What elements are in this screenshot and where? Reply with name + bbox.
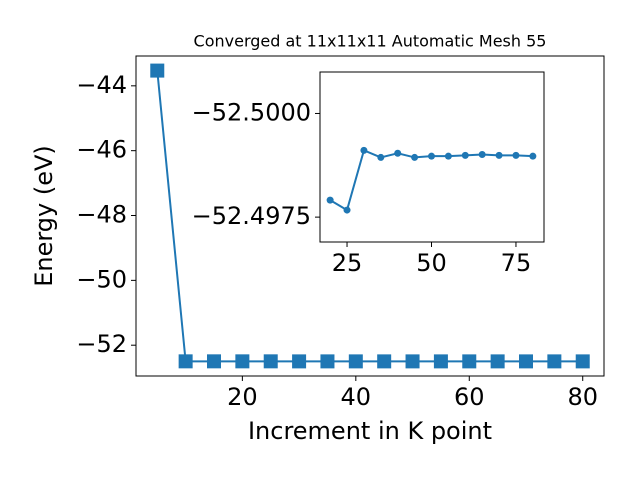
marker	[150, 63, 165, 78]
marker	[343, 206, 351, 214]
marker	[394, 149, 402, 157]
marker	[207, 354, 221, 369]
marker	[348, 354, 363, 369]
marker	[411, 153, 419, 161]
y-tick-label: −44	[76, 71, 127, 99]
x-tick-label: 60	[454, 383, 485, 411]
line	[156, 70, 583, 363]
x-tick-label: 80	[567, 383, 598, 411]
marker	[433, 354, 448, 369]
marker	[360, 146, 368, 154]
marker	[490, 354, 505, 369]
chart-title: Converged at 11x11x11 Automatic Mesh 55	[194, 32, 547, 51]
marker	[178, 354, 193, 369]
marker	[292, 354, 307, 369]
marker	[529, 152, 537, 160]
marker	[320, 354, 335, 369]
x-tick-label: 25	[332, 249, 363, 277]
marker	[263, 354, 278, 369]
marker	[427, 152, 435, 160]
y-tick-label: −46	[76, 136, 127, 164]
marker	[462, 354, 477, 369]
y-axis-label: Energy (eV)	[30, 145, 58, 287]
y-tick-label: −52	[76, 330, 127, 358]
marker	[377, 354, 392, 369]
y-tick-label: −52.4975	[192, 202, 311, 230]
marker	[495, 151, 503, 159]
y-tick-label: −50	[76, 265, 127, 293]
y-tick-label: −48	[76, 201, 127, 229]
marker	[444, 152, 452, 160]
marker	[547, 354, 562, 369]
x-tick-label: 40	[341, 383, 372, 411]
marker	[519, 354, 533, 369]
x-axis-label: Increment in K point	[248, 417, 492, 445]
marker	[377, 153, 385, 161]
marker	[478, 151, 486, 159]
marker	[405, 354, 420, 369]
marker	[326, 196, 334, 204]
x-tick-label: 50	[416, 249, 447, 277]
marker	[575, 354, 590, 369]
x-tick-label: 75	[501, 249, 532, 277]
x-tick-label: 20	[227, 383, 258, 411]
marker	[461, 151, 469, 159]
marker	[512, 151, 520, 159]
marker	[235, 354, 250, 369]
y-tick-label: −52.5000	[192, 98, 311, 126]
